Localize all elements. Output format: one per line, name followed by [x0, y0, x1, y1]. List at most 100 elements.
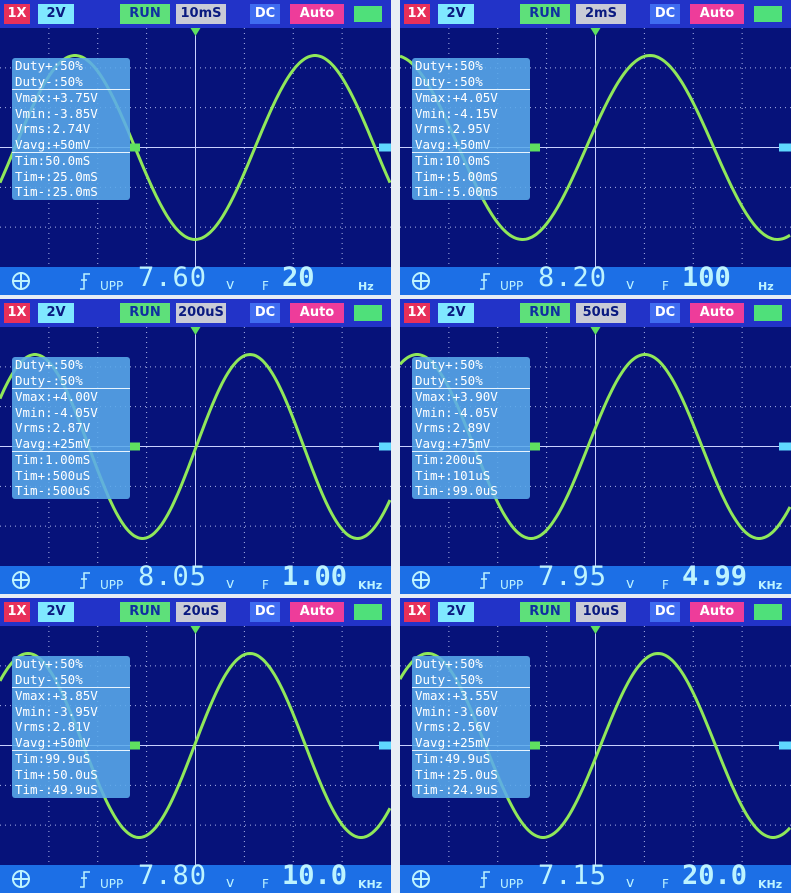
cursor-icon [410, 569, 432, 591]
freq-value: 10.0 [282, 860, 347, 891]
measurement-line: Vmax:+4.05V [412, 89, 530, 106]
freq-value: 4.99 [682, 561, 747, 592]
measurement-line: Vmin:-4.15V [412, 106, 530, 122]
readout-bar: UPP7.80vF10.0KHz [0, 865, 391, 893]
offset-marker [379, 443, 391, 451]
measurement-line: Vmin:-3.60V [412, 704, 530, 720]
trigger-edge-path [80, 872, 90, 887]
measurement-line: Tim+:25.0mS [12, 169, 130, 185]
measurement-line: Tim-:24.9uS [412, 782, 530, 798]
scope-screen: 1X2VRUN2mSDCAutoDuty+:50%Duty-:50%Vmax:+… [400, 0, 791, 295]
measurement-line: Tim+:500uS [12, 468, 130, 484]
status-indicator [754, 604, 782, 620]
probe-tag: 1X [404, 602, 430, 622]
freq-value: 100 [682, 262, 731, 293]
freq-unit: KHz [358, 878, 382, 891]
trigger-position-marker [591, 626, 601, 634]
measurement-line: Vmin:-3.95V [12, 704, 130, 720]
vpp-unit: v [626, 875, 634, 891]
trigger-edge-path [80, 573, 90, 588]
measurement-line: Tim:200uS [412, 451, 530, 468]
freq-value: 20 [282, 262, 315, 293]
measurement-line: Duty-:50% [412, 672, 530, 688]
freq-label: F [262, 877, 269, 891]
status-bar: 1X2VRUN20uSDCAuto [0, 598, 391, 626]
vpp-unit: v [226, 277, 234, 293]
trigger-level-marker [130, 144, 140, 152]
measurement-line: Tim:49.9uS [412, 750, 530, 767]
coupling-tag: DC [250, 602, 280, 622]
measurement-line: Tim-:49.9uS [12, 782, 130, 798]
state-tag: RUN [520, 602, 570, 622]
freq-label: F [662, 279, 669, 293]
status-indicator [354, 305, 382, 321]
measurement-line: Tim-:99.0uS [412, 483, 530, 499]
trigger-edge-icon [78, 271, 92, 291]
screen-grid: 1X2VRUN10mSDCAutoDuty+:50%Duty-:50%Vmax:… [0, 0, 791, 893]
cursor-icon [410, 270, 432, 292]
probe-tag: 1X [4, 4, 30, 24]
trigger-position-marker [591, 28, 601, 36]
measurement-line: Tim:50.0mS [12, 152, 130, 169]
measurement-line: Duty+:50% [412, 58, 530, 74]
measurement-line: Tim-:5.00mS [412, 184, 530, 200]
measurement-line: Vmax:+3.90V [412, 388, 530, 405]
measurement-line: Duty-:50% [412, 74, 530, 90]
freq-unit: KHz [358, 579, 382, 592]
measurement-line: Duty-:50% [412, 373, 530, 389]
measurement-line: Tim:10.0mS [412, 152, 530, 169]
trigger-position-marker [191, 327, 201, 335]
vpp-value: 7.95 [538, 561, 607, 592]
status-indicator [354, 6, 382, 22]
trigger-level-marker [530, 144, 540, 152]
trigger-level-marker [530, 443, 540, 451]
measurement-line: Vmax:+3.85V [12, 687, 130, 704]
mode-tag: Auto [290, 303, 344, 323]
trigger-level-marker [130, 742, 140, 750]
vpp-unit: v [626, 277, 634, 293]
volts-tag: 2V [38, 602, 74, 622]
measurement-line: Vmin:-4.05V [12, 405, 130, 421]
measurement-line: Vrms:2.89V [412, 420, 530, 436]
freq-value: 1.00 [282, 561, 347, 592]
measurement-line: Duty+:50% [412, 656, 530, 672]
measurement-line: Vavg:+25mV [412, 735, 530, 751]
measurement-line: Vrms:2.56V [412, 719, 530, 735]
mode-tag: Auto [690, 303, 744, 323]
measurement-box: Duty+:50%Duty-:50%Vmax:+3.55VVmin:-3.60V… [412, 656, 530, 798]
trigger-position-marker [191, 626, 201, 634]
trigger-edge-path [80, 274, 90, 289]
trigger-level-marker [130, 443, 140, 451]
volts-tag: 2V [438, 303, 474, 323]
mode-tag: Auto [290, 4, 344, 24]
vpp-unit: v [626, 576, 634, 592]
offset-marker [379, 742, 391, 750]
mode-tag: Auto [290, 602, 344, 622]
measurement-line: Vavg:+50mV [12, 137, 130, 153]
timebase-tag: 10mS [176, 4, 226, 24]
measurement-line: Duty-:50% [12, 373, 130, 389]
vpp-value: 7.60 [138, 262, 207, 293]
vpp-label: UPP [100, 578, 123, 592]
measurement-line: Duty+:50% [12, 357, 130, 373]
vpp-unit: v [226, 576, 234, 592]
vpp-label: UPP [500, 279, 523, 293]
timebase-tag: 2mS [576, 4, 626, 24]
vpp-label: UPP [500, 877, 523, 891]
probe-tag: 1X [404, 4, 430, 24]
trigger-level-marker [530, 742, 540, 750]
state-tag: RUN [520, 303, 570, 323]
volts-tag: 2V [438, 4, 474, 24]
freq-unit: Hz [758, 280, 774, 293]
status-indicator [354, 604, 382, 620]
